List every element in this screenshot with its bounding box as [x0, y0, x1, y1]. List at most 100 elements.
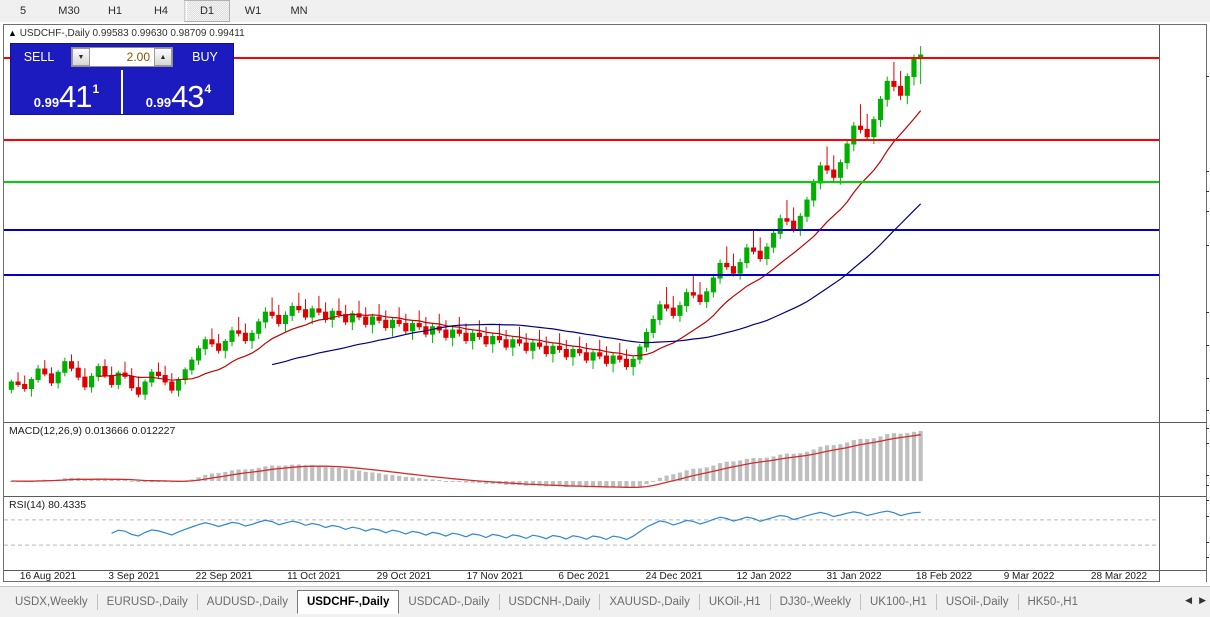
timeframe-h4[interactable]: H4 [153, 5, 169, 17]
toolbar-divider-highlight [186, 1, 187, 21]
one-click-trading-panel[interactable]: SELL ▼ 2.00 ▲ BUY 0.99 41 1 0.99 43 4 [10, 43, 234, 115]
price-level-line [4, 274, 1160, 276]
buy-price-fraction: 4 [204, 82, 212, 96]
date-axis-corner [1159, 571, 1206, 582]
timeframe-toolbar: 5 M30 H1 H4 D1 W1 MN [0, 0, 1210, 22]
tab-divider [769, 594, 771, 610]
date-axis: 16 Aug 2021 3 Sep 2021 22 Sep 2021 11 Oct 2… [4, 570, 1206, 582]
date-label: 16 Aug 2021 [19, 571, 77, 582]
chart-tab-usoil--daily[interactable]: USOil-,Daily [945, 596, 1009, 608]
macd-pane[interactable]: MACD(12,26,9) 0.013666 0.012227 0.014510… [4, 422, 1209, 497]
tick-mark [1206, 516, 1209, 517]
timeframe-w1[interactable]: W1 [244, 5, 262, 17]
sell-button[interactable]: SELL [13, 45, 65, 69]
macd-scale: 0.014510.00-0.004071 [1159, 423, 1209, 497]
chart-tab-eurusd--daily[interactable]: EURUSD-,Daily [106, 596, 188, 608]
tab-divider [1017, 594, 1019, 610]
rsi-pane[interactable]: RSI(14) 80.4335 10070300 [4, 496, 1209, 571]
sell-price-big: 41 [59, 79, 92, 114]
date-label: 12 Jan 2022 [736, 571, 792, 582]
tick-mark [1206, 475, 1209, 476]
buy-price-big: 43 [171, 79, 204, 114]
chart-ohlc-label: ▲ USDCHF-,Daily 0.99583 0.99630 0.98709 … [8, 28, 245, 39]
tab-next-icon[interactable]: ▶ [1199, 595, 1206, 605]
buy-price[interactable]: 0.99 43 4 [123, 70, 233, 114]
ohlc-text: USDCHF-,Daily 0.99583 0.99630 0.98709 0.… [19, 28, 245, 39]
chart-tab-bar: USDX,Weekly EURUSD-,Daily AUDUSD-,Daily USD… [0, 586, 1210, 617]
tab-nav: ◀ ▶ [1185, 595, 1206, 606]
tab-divider [599, 594, 601, 610]
chart-tab-usdcad--daily[interactable]: USDCAD-,Daily [408, 596, 490, 608]
date-label: 18 Feb 2022 [915, 571, 973, 582]
tick-mark [1206, 500, 1209, 501]
tick-mark [1206, 76, 1209, 77]
tick-mark [1206, 410, 1209, 411]
volume-up-icon[interactable]: ▲ [154, 48, 172, 66]
volume-stepper[interactable]: ▼ 2.00 ▲ [71, 47, 173, 67]
date-label: 22 Sep 2021 [195, 571, 253, 582]
chart-tab-audusd--daily[interactable]: AUDUSD-,Daily [206, 596, 288, 608]
timeframe-5[interactable]: 5 [19, 5, 27, 17]
chart-window[interactable]: ▲ USDCHF-,Daily 0.99583 0.99630 0.98709 … [3, 24, 1209, 582]
chart-tab-ukoil--h1[interactable]: UKOil-,H1 [708, 596, 761, 608]
tab-divider [859, 594, 861, 610]
macd-label: MACD(12,26,9) 0.013666 0.012227 [9, 425, 176, 437]
tab-divider [698, 594, 700, 610]
macd-plot-area[interactable]: MACD(12,26,9) 0.013666 0.012227 [4, 423, 1160, 497]
price-level-line [4, 139, 1160, 141]
toolbar-divider [184, 1, 185, 21]
price-level-line [4, 181, 1160, 183]
date-label: 9 Mar 2022 [1003, 571, 1055, 582]
price-pane[interactable]: ▲ USDCHF-,Daily 0.99583 0.99630 0.98709 … [4, 25, 1209, 444]
tick-mark [1206, 345, 1209, 346]
tab-divider [196, 594, 198, 610]
timeframe-mn[interactable]: MN [290, 5, 308, 17]
chart-tab-xauusd--daily[interactable]: XAUUSD-,Daily [609, 596, 690, 608]
chart-tab-usdcnh--daily[interactable]: USDCNH-,Daily [508, 596, 591, 608]
macd-chart [9, 431, 923, 489]
buy-price-prefix: 0.99 [145, 95, 172, 110]
sell-price-fraction: 1 [92, 82, 100, 96]
chart-tab-dj30--weekly[interactable]: DJ30-,Weekly [779, 596, 851, 608]
tick-mark [1206, 542, 1209, 543]
volume-down-icon[interactable]: ▼ [72, 48, 90, 66]
volume-input[interactable]: 2.00 [90, 48, 154, 66]
tab-divider [935, 594, 937, 610]
tick-mark [1206, 428, 1209, 429]
tick-mark [1206, 191, 1209, 192]
date-label: 31 Jan 2022 [826, 571, 882, 582]
date-axis-labels: 16 Aug 2021 3 Sep 2021 22 Sep 2021 11 Oct 2… [4, 571, 1160, 582]
date-label: 3 Sep 2021 [108, 571, 160, 582]
candlestick-chart [8, 46, 924, 400]
tick-mark [1206, 171, 1209, 172]
price-level-line [4, 57, 1160, 59]
tab-divider [498, 594, 500, 610]
tab-prev-icon[interactable]: ◀ [1185, 595, 1193, 605]
chart-tab-hk50--h1[interactable]: HK50-,H1 [1027, 596, 1079, 608]
chart-tab-usdx-weekly[interactable]: USDX,Weekly [15, 596, 88, 608]
tick-mark [1206, 485, 1209, 486]
price-plot-area[interactable]: ▲ USDCHF-,Daily 0.99583 0.99630 0.98709 … [4, 25, 1160, 422]
price-scale[interactable]: 1.000170.995200.994110.987090.980000.973… [1159, 25, 1209, 444]
sell-price-prefix: 0.99 [33, 95, 60, 110]
timeframe-d1[interactable]: D1 [184, 0, 230, 22]
buy-button[interactable]: BUY [179, 45, 231, 69]
tick-mark [1206, 245, 1209, 246]
chart-tab-uk100--h1[interactable]: UK100-,H1 [869, 596, 927, 608]
price-level-line [4, 229, 1160, 231]
date-label: 24 Dec 2021 [645, 571, 703, 582]
rsi-label: RSI(14) 80.4335 [9, 499, 87, 511]
chart-tabs: USDX,Weekly EURUSD-,Daily AUDUSD-,Daily USD… [6, 590, 1087, 614]
timeframe-m30[interactable]: M30 [58, 5, 80, 17]
tick-mark [1206, 557, 1209, 558]
chart-tab-usdchf--daily[interactable]: USDCHF-,Daily [296, 590, 400, 614]
timeframe-h1[interactable]: H1 [107, 5, 123, 17]
rsi-plot-area[interactable]: RSI(14) 80.4335 [4, 497, 1160, 571]
chart-arrow-icon: ▲ [8, 28, 17, 38]
timeframe-buttons: 5 M30 H1 H4 D1 W1 MN [0, 0, 322, 22]
date-label: 6 Dec 2021 [558, 571, 610, 582]
sell-price[interactable]: 0.99 41 1 [11, 70, 123, 114]
tab-divider [96, 594, 98, 610]
rsi-scale: 10070300 [1159, 497, 1209, 571]
